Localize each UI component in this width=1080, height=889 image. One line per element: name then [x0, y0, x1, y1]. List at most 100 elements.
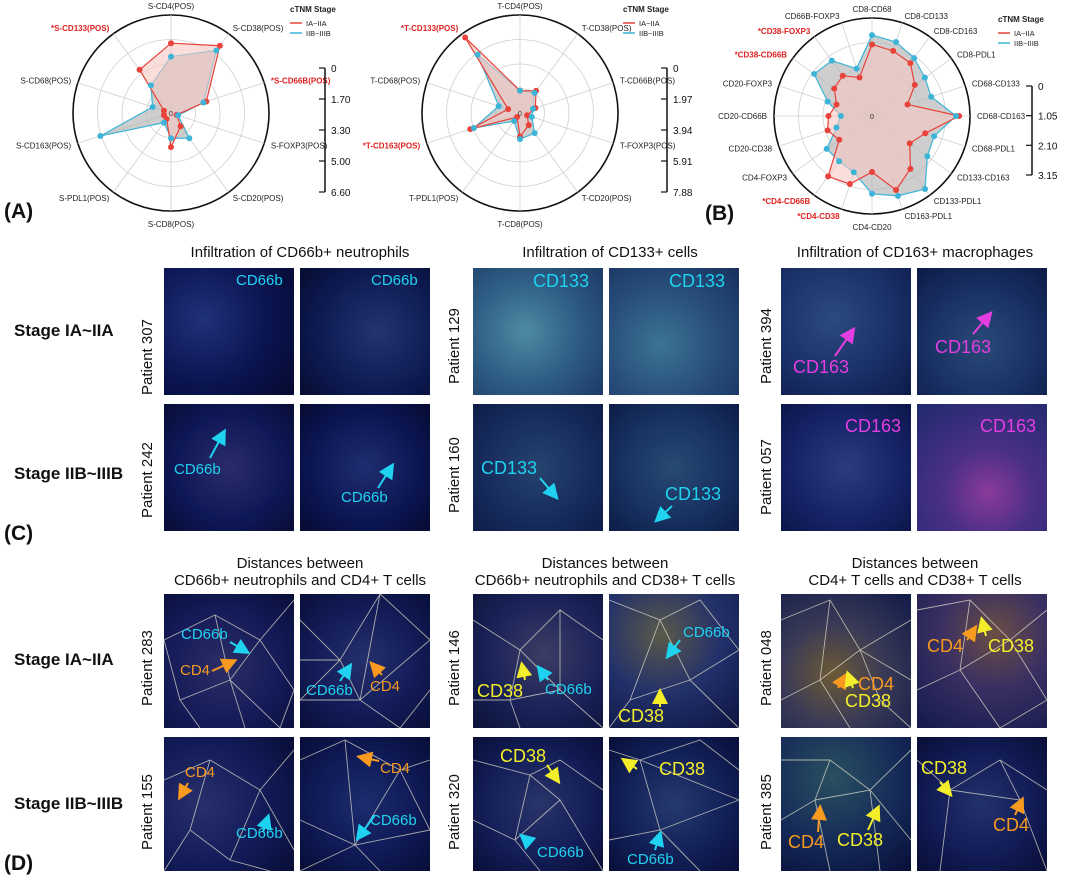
data-point	[850, 169, 857, 176]
scale-tick-label: 5.00	[331, 157, 351, 168]
d-label-cd4: CD4	[380, 760, 411, 777]
arrow	[961, 624, 978, 643]
scale-tick-label: 6.60	[331, 188, 351, 199]
data-point	[836, 158, 843, 165]
arrow	[229, 639, 251, 655]
d-label-cd66b: CD66b	[627, 851, 674, 868]
scale-tick-label: 3.94	[673, 126, 693, 137]
network-line	[298, 593, 431, 729]
d-label-cd66b: CD66b	[683, 624, 730, 641]
axis-label: S-CD4(POS)	[148, 2, 195, 11]
radar-A1: 0 S-CD4(POS) S-CD38(POS) *S-CD66B(POS) S-FOX…	[16, 2, 351, 229]
scale-tick-label: 5.91	[673, 157, 693, 168]
arrow	[977, 616, 993, 637]
d-label-cd66b: CD66b	[236, 825, 283, 842]
arrow	[834, 326, 856, 357]
micrograph	[164, 268, 294, 395]
data-point	[528, 113, 535, 120]
micrograph	[164, 737, 294, 871]
axis-label: *CD38-CD66B	[735, 50, 788, 59]
scale-tick-label: 0	[331, 64, 337, 75]
legend-label: IIB~IIIB	[306, 29, 331, 38]
data-point	[97, 132, 104, 139]
legend-label: IA~IIA	[1014, 29, 1035, 38]
data-point	[524, 112, 531, 119]
data-point	[853, 65, 860, 72]
axis-label: S-CD68(POS)	[20, 77, 71, 86]
data-point	[470, 124, 477, 131]
micrograph	[609, 594, 739, 728]
legend-title: cTNM Stage	[998, 15, 1044, 24]
data-point	[495, 103, 502, 110]
axis-label: S-FOXP3(POS)	[271, 141, 328, 150]
data-point	[213, 47, 220, 54]
d-label-cd38: CD38	[659, 759, 706, 779]
data-point	[953, 113, 959, 119]
data-point	[216, 42, 223, 49]
data-point	[531, 89, 538, 96]
data-point	[928, 93, 935, 100]
arrow	[654, 505, 673, 523]
axis-label: CD68-CD163	[977, 112, 1026, 121]
panel-a-label: (A)	[4, 200, 34, 223]
c-label-cd163: CD163	[845, 416, 902, 436]
data-point	[907, 60, 914, 67]
scale-tick-label: 3.30	[331, 126, 351, 137]
d-label-cd66b: CD66b	[545, 681, 592, 698]
arrow	[832, 672, 848, 691]
arrow	[536, 664, 553, 683]
axis-label: T-CD4(POS)	[497, 2, 543, 11]
data-point	[177, 123, 184, 130]
legend-label: IA~IIA	[306, 19, 327, 28]
data-point	[168, 144, 174, 151]
network-line	[916, 599, 1048, 729]
data-point	[147, 82, 154, 89]
arrow	[865, 804, 881, 831]
d-stage-late: Stage IIB~IIIB	[14, 794, 124, 813]
spoke	[462, 112, 521, 193]
data-point	[186, 135, 193, 142]
data-point	[200, 99, 207, 106]
arrow	[516, 661, 533, 681]
legend-label: IIB~IIIB	[1014, 39, 1039, 48]
micrograph	[781, 404, 911, 531]
axis-label: CD20-FOXP3	[723, 80, 773, 89]
micrograph	[781, 737, 911, 871]
data-point	[160, 107, 167, 114]
legend-label: IIB~IIIB	[639, 29, 664, 38]
c-stage-late: Stage IIB~IIIB	[14, 464, 124, 483]
c-stage-early: Stage IA~IIA	[14, 321, 114, 340]
data-point	[505, 106, 512, 113]
data-point	[869, 190, 875, 197]
d-label-cd38: CD38	[477, 681, 524, 701]
c-title-cd133: Infiltration of CD133+ cells	[522, 244, 698, 261]
axis-label: CD8-CD68	[852, 5, 892, 14]
d-label-cd38: CD38	[618, 706, 665, 726]
c-label-cd163: CD163	[793, 357, 850, 377]
data-point	[517, 87, 523, 94]
d-title-line: CD66b+ neutrophils and CD38+ T cells	[474, 572, 736, 589]
scale-tick-label: 3.15	[1038, 171, 1058, 182]
axis-label: *T-CD163(POS)	[363, 141, 421, 150]
data-point	[831, 85, 838, 92]
scale-tick-label: 1.97	[673, 95, 693, 106]
data-point	[836, 136, 843, 143]
network-line	[163, 599, 295, 729]
data-point	[824, 98, 831, 105]
arrow	[256, 813, 272, 833]
data-point	[168, 53, 174, 60]
data-point	[869, 41, 875, 48]
arrow	[355, 814, 376, 842]
c-label-cd133: CD133	[669, 271, 726, 291]
axis-label: *CD38-FOXP3	[758, 27, 811, 36]
scale-tick-label: 2.10	[1038, 141, 1058, 152]
d-label-cd66b: CD66b	[370, 812, 417, 829]
panel-c-label: (C)	[4, 522, 34, 545]
axis-label: T-CD68(POS)	[370, 77, 420, 86]
c-label-cd133: CD133	[533, 271, 590, 291]
data-point	[149, 104, 156, 111]
arrow	[665, 639, 682, 660]
